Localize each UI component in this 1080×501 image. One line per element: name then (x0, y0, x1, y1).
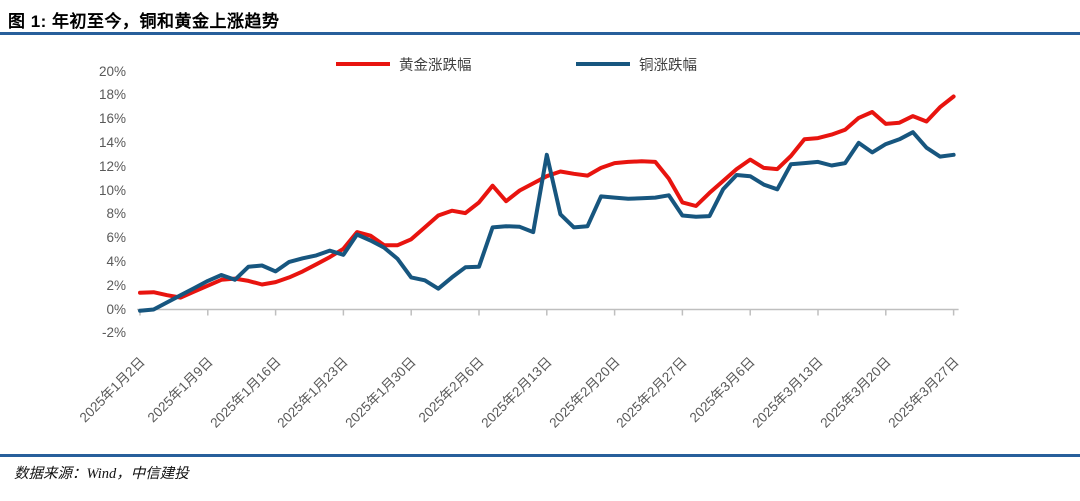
legend-label-gold: 黄金涨跌幅 (399, 57, 472, 74)
y-tick-label: 16% (98, 111, 126, 127)
legend-item-copper: 铜涨跌幅 (576, 55, 697, 74)
copper-line-icon (576, 62, 630, 66)
y-tick-label: 2% (106, 277, 126, 293)
y-tick-label: 4% (106, 253, 126, 269)
y-tick-label: 0% (106, 301, 126, 317)
y-tick-label: 10% (98, 182, 126, 198)
copper-series-line (138, 130, 956, 313)
y-tick-label: 12% (98, 158, 126, 174)
source-divider-rule (0, 454, 1080, 457)
legend-item-gold: 黄金涨跌幅 (336, 55, 472, 74)
y-tick-label: 8% (106, 206, 126, 222)
gold-line-icon (336, 62, 390, 66)
gold-series-line (138, 94, 956, 300)
legend-label-copper: 铜涨跌幅 (639, 57, 697, 74)
y-tick-label: -2% (101, 325, 126, 341)
y-tick-label: 18% (98, 87, 126, 103)
y-tick-label: 6% (106, 230, 126, 246)
data-source-note: 数据来源：Wind，中信建投 (14, 466, 189, 482)
y-tick-label: 20% (98, 63, 126, 79)
title-divider-rule (0, 32, 1080, 35)
figure-title: 图 1: 年初至今，铜和黄金上涨趋势 (8, 12, 280, 31)
y-tick-label: 14% (98, 134, 126, 150)
chart-legend: 黄金涨跌幅 铜涨跌幅 (0, 55, 1080, 74)
